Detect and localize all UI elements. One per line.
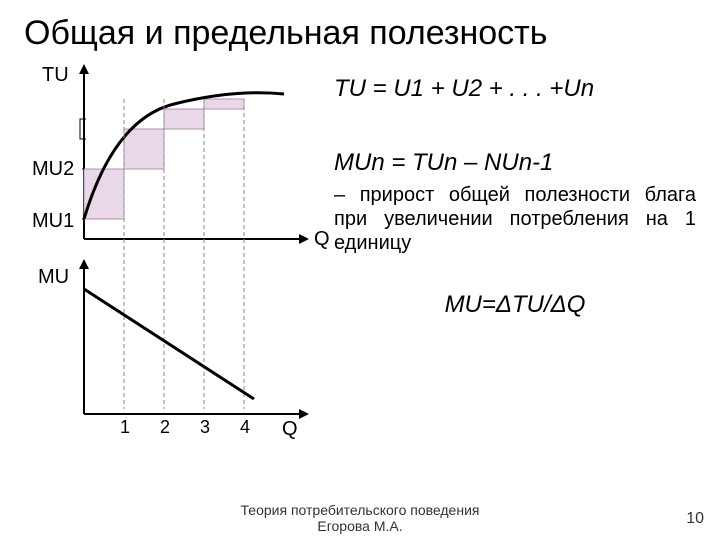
svg-text:4: 4 — [240, 417, 250, 437]
svg-text:1: 1 — [120, 417, 130, 437]
svg-text:2: 2 — [160, 417, 170, 437]
page-number: 10 — [686, 510, 704, 528]
slide-title: Общая и предельная полезность — [24, 14, 696, 53]
svg-text:MU: MU — [38, 266, 69, 288]
charts-svg: TUMU2MU1QMU1234Q — [24, 59, 344, 459]
svg-text:Q: Q — [314, 228, 330, 250]
svg-text:MU1: MU1 — [32, 210, 74, 232]
svg-text:TU: TU — [42, 64, 69, 86]
footer: Теория потребительского поведения Егоров… — [0, 502, 720, 534]
svg-text:3: 3 — [200, 417, 210, 437]
formula-tu: TU = U1 + U2 + . . . +Un — [334, 75, 696, 103]
charts-area: TUMU2MU1QMU1234Q — [24, 59, 324, 459]
text-area: TU = U1 + U2 + . . . +Un MUn = TUn – NUn… — [334, 59, 696, 459]
svg-text:MU2: MU2 — [32, 158, 74, 180]
svg-text:Q: Q — [282, 418, 298, 440]
body-text: – прирост общей полезности блага при уве… — [334, 183, 696, 255]
formula-mun: MUn = TUn – NUn-1 — [334, 149, 696, 177]
formula-mu: MU=ΔTU/ΔQ — [334, 291, 696, 319]
